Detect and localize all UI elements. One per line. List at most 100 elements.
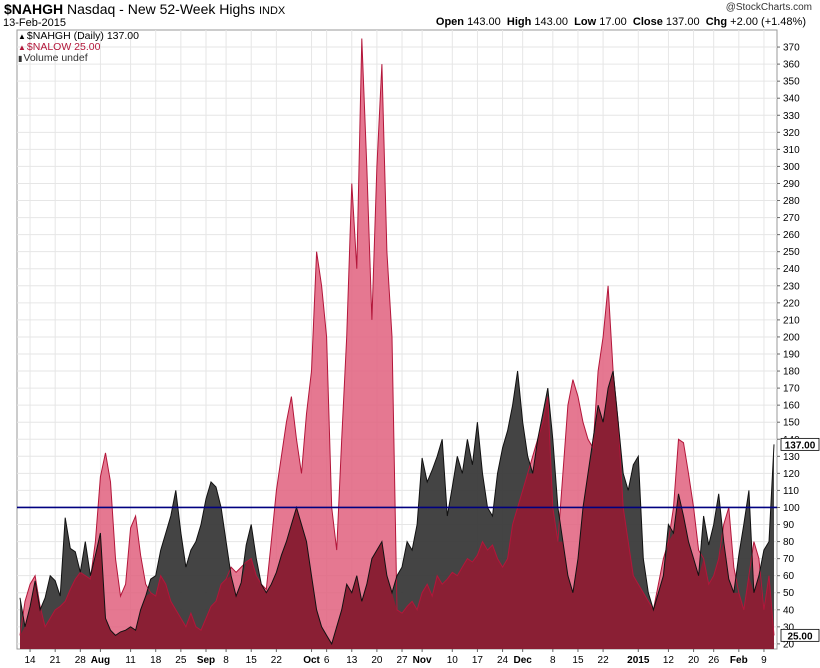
x-tick-label: 11 <box>125 655 136 666</box>
legend-nalow: ▲$NALOW 25.00 <box>18 42 139 53</box>
chg-value: +2.00 (+1.48%) <box>730 16 806 28</box>
badge-nahgh-box <box>780 437 820 451</box>
x-tick-label: 8 <box>550 655 556 666</box>
y-tick-label: 150 <box>783 418 800 429</box>
x-tick-label: Aug <box>91 655 110 666</box>
y-tick-label: 190 <box>783 349 800 360</box>
badge-nalow-box <box>780 628 820 642</box>
x-tick-label: 14 <box>24 655 36 666</box>
x-axis: 14 21 28 Aug 11 18 25 Sep 8 15 22 Oct 6 13 20 27 Nov 10 17… <box>24 649 767 666</box>
credit[interactable]: @StockCharts.com <box>725 2 812 13</box>
x-tick-label: 8 <box>223 655 229 666</box>
x-tick-label: 15 <box>246 655 258 666</box>
badge-nahgh-label: 137.00 <box>785 440 816 451</box>
last-value-badges: 137.00 25.00 <box>780 437 820 642</box>
symbol: $NAHGH <box>4 1 64 17</box>
high-label: High <box>506 16 532 28</box>
x-tick-label: Nov <box>413 655 432 666</box>
x-tick-label: 20 <box>688 655 700 666</box>
y-tick-label: 80 <box>783 537 795 548</box>
x-tick-label: 20 <box>371 655 383 666</box>
y-tick-label: 170 <box>783 384 800 395</box>
y-tick-label: 90 <box>783 520 795 531</box>
y-tick-label: 290 <box>783 179 800 190</box>
y-tick-label: 280 <box>783 196 800 207</box>
legend-nalow-label: $NALOW 25.00 <box>26 41 101 53</box>
y-tick-label: 70 <box>783 554 795 565</box>
y-axis: 2030405060708090100110120130140150160170… <box>777 43 800 650</box>
x-tick-label: 17 <box>472 655 484 666</box>
x-tick-label: Oct <box>303 655 320 666</box>
plot-background <box>16 29 778 650</box>
y-tick-label: 330 <box>783 111 800 122</box>
open-label: Open <box>435 16 465 28</box>
y-tick-label: 230 <box>783 281 800 292</box>
close-value: 137.00 <box>665 16 700 28</box>
y-tick-label: 40 <box>783 605 795 616</box>
bar-icon: ▮ <box>18 54 23 63</box>
legend: ▲$NAHGH (Daily) 137.00 ▲$NALOW 25.00 ▮Vo… <box>18 31 139 64</box>
x-tick-label: 12 <box>663 655 675 666</box>
x-tick-label: 25 <box>175 655 187 666</box>
x-tick-label: 18 <box>150 655 162 666</box>
series-layer <box>19 38 775 649</box>
y-tick-label: 340 <box>783 94 800 105</box>
y-tick-label: 350 <box>783 77 800 88</box>
y-tick-label: 240 <box>783 264 800 275</box>
y-tick-label: 360 <box>783 60 800 71</box>
x-tick-label: Dec <box>513 655 532 666</box>
y-tick-label: 220 <box>783 298 800 309</box>
close-label: Close <box>632 16 663 28</box>
y-tick-label: 20 <box>783 639 795 650</box>
x-tick-label: 2015 <box>627 655 650 666</box>
series-overlap-area <box>20 371 774 649</box>
x-tick-label: 9 <box>761 655 767 666</box>
y-tick-label: 100 <box>783 503 800 514</box>
badge-nalow-label: 25.00 <box>787 631 812 642</box>
open-value: 143.00 <box>467 16 501 28</box>
y-tick-label: 60 <box>783 571 795 582</box>
y-tick-label: 30 <box>783 622 795 633</box>
y-tick-label: 130 <box>783 452 800 463</box>
x-tick-label: 15 <box>572 655 584 666</box>
low-label: Low <box>574 16 597 28</box>
y-tick-label: 250 <box>783 247 800 258</box>
y-tick-label: 180 <box>783 367 800 378</box>
y-tick-label: 120 <box>783 469 800 480</box>
ohlc-readout: Open 143.00 High 143.00 Low 17.00 Close … <box>436 16 806 28</box>
y-tick-label: 260 <box>783 230 800 241</box>
y-tick-label: 270 <box>783 213 800 224</box>
chart-header: $NAHGH Nasdaq - New 52-Week Highs INDX 1… <box>0 0 820 30</box>
x-tick-label: 22 <box>271 655 283 666</box>
legend-nahgh-label: $NAHGH (Daily) 137.00 <box>26 30 139 42</box>
legend-volume: ▮Volume undef <box>18 53 139 64</box>
x-tick-label: 24 <box>497 655 509 666</box>
y-tick-label: 200 <box>783 332 800 343</box>
chart-date: 13-Feb-2015 <box>3 17 66 29</box>
y-tick-label: 50 <box>783 588 795 599</box>
exchange: INDX <box>258 5 286 17</box>
y-tick-label: 160 <box>783 401 800 412</box>
x-tick-label: Sep <box>197 655 215 666</box>
y-tick-label: 370 <box>783 43 800 54</box>
triangle-icon: ▲ <box>18 32 26 41</box>
y-tick-label: 310 <box>783 145 800 156</box>
legend-volume-label: Volume undef <box>23 52 88 64</box>
x-tick-label: 28 <box>75 655 87 666</box>
y-tick-label: 320 <box>783 128 800 139</box>
series-nalow-line <box>19 38 775 636</box>
x-tick-label: 22 <box>598 655 610 666</box>
legend-nahgh: ▲$NAHGH (Daily) 137.00 <box>18 31 139 42</box>
x-tick-label: 6 <box>324 655 330 666</box>
description: Nasdaq - New 52-Week Highs <box>67 1 256 17</box>
y-tick-label: 110 <box>783 486 799 497</box>
x-tick-label: 10 <box>447 655 459 666</box>
y-tick-label: 300 <box>783 162 800 173</box>
triangle-icon: ▲ <box>18 43 26 52</box>
high-value: 143.00 <box>534 16 569 28</box>
x-tick-label: 27 <box>396 655 408 666</box>
chart-title: $NAHGH Nasdaq - New 52-Week Highs INDX <box>4 1 285 17</box>
x-tick-label: 26 <box>708 655 720 666</box>
chg-label: Chg <box>705 16 728 28</box>
